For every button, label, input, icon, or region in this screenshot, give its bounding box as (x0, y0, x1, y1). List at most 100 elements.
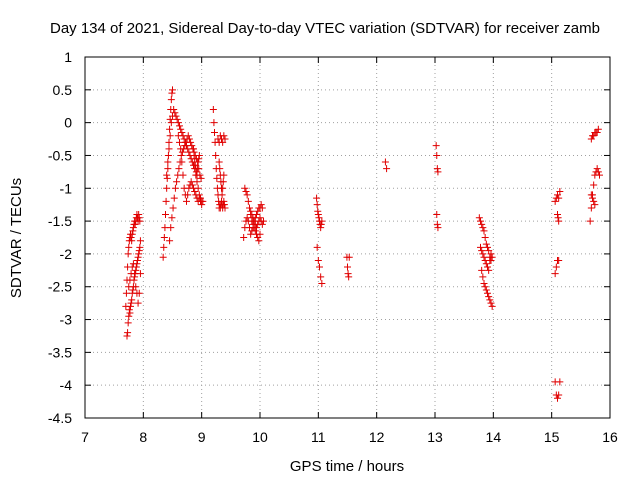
data-point-plus (199, 197, 207, 205)
data-point-plus (485, 266, 493, 274)
data-point-plus (170, 194, 178, 202)
data-point-plus (191, 188, 199, 196)
y-tick-label: -4.5 (48, 410, 72, 426)
data-point-plus (260, 217, 267, 225)
data-point-plus (170, 106, 178, 114)
data-point-plus (181, 142, 189, 150)
data-point-plus (190, 145, 197, 153)
data-point-plus (556, 188, 564, 196)
data-point-plus (129, 224, 137, 232)
series-arc-7.7-a (122, 211, 144, 310)
y-tick-label: -3 (60, 312, 73, 328)
data-point-plus (136, 243, 144, 251)
data-point-plus (555, 217, 563, 225)
data-point-plus (173, 178, 181, 186)
data-point-plus (434, 168, 442, 176)
data-point-plus (242, 188, 250, 196)
data-point-plus (127, 234, 135, 241)
data-point-plus (176, 138, 183, 146)
data-point-plus (124, 329, 132, 337)
data-point-plus (184, 132, 192, 140)
data-point-plus (587, 191, 595, 199)
data-point-plus (171, 184, 179, 192)
data-point-plus (128, 230, 136, 238)
y-axis-label: SDTVAR / TECUs (8, 178, 25, 298)
data-point-plus (593, 165, 601, 173)
data-point-plus (183, 197, 190, 205)
data-point-plus (554, 394, 561, 402)
data-point-plus (160, 243, 168, 251)
data-point-plus (190, 184, 197, 192)
data-point-plus (163, 184, 171, 192)
data-point-plus (163, 171, 171, 179)
x-tick-label: 15 (544, 429, 560, 445)
x-tick-labels: 7 8 9 10 11 12 13 14 15 16 (81, 429, 618, 445)
series-arc-9.9-c (247, 207, 267, 232)
data-point-plus (589, 194, 596, 202)
data-point-plus (168, 214, 176, 222)
data-point-plus (210, 119, 218, 127)
data-point-plus (220, 132, 228, 140)
data-point-plus (135, 250, 143, 258)
data-point-plus (594, 168, 602, 176)
data-point-plus (219, 178, 227, 186)
data-point-plus (165, 145, 173, 153)
data-point-plus (194, 165, 202, 173)
data-point-plus (251, 227, 259, 235)
data-point-plus (247, 207, 255, 215)
data-point-plus (433, 151, 441, 159)
data-point-plus (313, 201, 321, 209)
data-point-plus (317, 224, 325, 232)
data-point-plus (132, 266, 140, 274)
data-point-plus (134, 299, 142, 307)
data-point-plus (552, 263, 560, 271)
data-point-plus (187, 178, 195, 186)
data-point-plus (478, 247, 486, 255)
series-arc-15.1-b (554, 211, 563, 225)
data-point-plus (187, 138, 195, 146)
data-point-plus (587, 204, 595, 212)
data-point-plus (129, 260, 137, 268)
data-point-plus (479, 250, 487, 258)
series-arc-15.7-c (587, 125, 602, 143)
data-point-plus (475, 214, 483, 222)
data-point-plus (212, 151, 220, 159)
series-arc-7.7-c (125, 260, 144, 307)
data-point-plus (383, 165, 391, 173)
data-point-plus (482, 286, 490, 294)
data-point-plus (243, 191, 251, 199)
data-point-plus (123, 332, 131, 340)
data-point-plus (481, 283, 489, 291)
data-point-plus (593, 128, 601, 136)
data-point-plus (188, 142, 196, 150)
data-point-plus (220, 171, 228, 179)
x-tick-label: 7 (81, 429, 89, 445)
data-point-plus (248, 211, 256, 219)
data-point-plus (125, 306, 133, 314)
plot-frame (84, 56, 611, 419)
data-point-plus (166, 125, 174, 133)
data-point-plus (314, 256, 322, 264)
data-point-plus (167, 96, 175, 104)
data-point-plus (164, 165, 172, 173)
series-arc-13.8-b (477, 243, 496, 274)
data-point-plus (192, 191, 200, 199)
data-point-plus (488, 253, 496, 261)
series-arc-15.1-a (551, 188, 564, 205)
data-point-plus (134, 256, 141, 264)
data-point-plus (168, 89, 176, 97)
data-point-plus (432, 142, 440, 150)
data-point-plus (314, 207, 322, 215)
data-point-plus (318, 279, 326, 287)
data-point-plus (131, 270, 139, 278)
data-point-plus (125, 283, 133, 291)
data-point-plus (129, 227, 137, 235)
data-point-plus (167, 119, 175, 127)
series-arc-8.6-d (174, 132, 207, 209)
y-tick-label: -2 (60, 246, 73, 262)
data-point-plus (127, 299, 135, 307)
data-point-plus (480, 253, 488, 261)
data-point-plus (176, 122, 183, 130)
data-point-plus (194, 158, 202, 166)
